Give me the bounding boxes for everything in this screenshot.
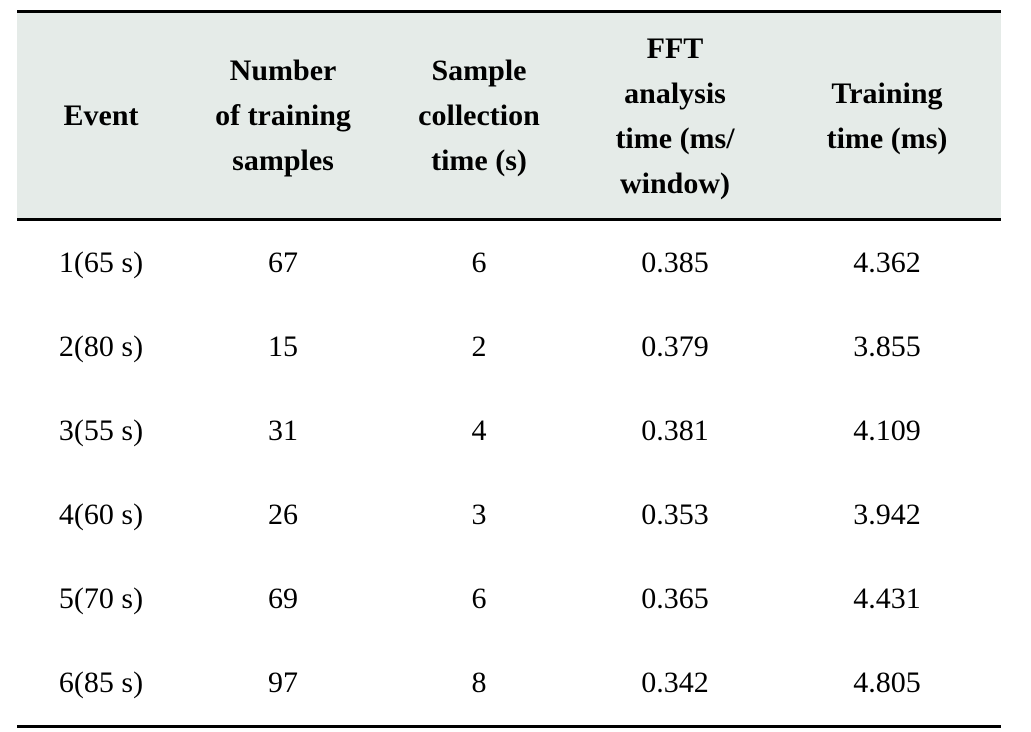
cell-collection-time: 8 — [381, 641, 577, 728]
cell-training-time: 4.805 — [773, 641, 1001, 728]
cell-training-time: 4.362 — [853, 246, 921, 279]
table-body: 1(65 s) 67 6 0.385 4.362 2(80 s) 15 2 0.… — [17, 220, 1001, 728]
cell-event: 6(85 s) — [17, 641, 185, 728]
cell-event: 1(65 s) — [58, 246, 144, 279]
cell-collection-time: 4 — [471, 414, 487, 447]
cell-event: 2(80 s) — [58, 330, 144, 363]
cell-training-time: 3.855 — [853, 330, 921, 363]
cell-training-time: 4.109 — [853, 414, 921, 447]
cell-fft-time: 0.342 — [577, 641, 773, 728]
header-fft-analysis-time: FFT analysis time (ms/ window) — [577, 10, 773, 221]
cell-collection-time: 6 — [471, 582, 487, 615]
cell-training-samples: 97 — [185, 641, 381, 728]
cell-training-time: 3.942 — [853, 498, 921, 531]
cell-fft-time: 0.385 — [641, 246, 709, 279]
cell-fft-time: 0.379 — [641, 330, 709, 363]
cell-training-samples: 31 — [268, 414, 298, 447]
header-row: Event Number of training samples Sample … — [17, 10, 1001, 221]
data-table: Event Number of training samples Sample … — [17, 10, 1001, 728]
cell-fft-time: 0.381 — [641, 414, 709, 447]
table-header: Event Number of training samples Sample … — [17, 10, 1001, 221]
table-row: 3(55 s) 31 4 0.381 4.109 — [17, 389, 1001, 473]
cell-training-samples: 69 — [268, 582, 298, 615]
cell-event: 3(55 s) — [58, 414, 144, 447]
table-row: 2(80 s) 15 2 0.379 3.855 — [17, 305, 1001, 389]
table-row: 4(60 s) 26 3 0.353 3.942 — [17, 473, 1001, 557]
header-number-of-training-samples: Number of training samples — [185, 10, 381, 221]
cell-event: 5(70 s) — [58, 582, 144, 615]
cell-collection-time: 2 — [471, 330, 487, 363]
data-table-container: Event Number of training samples Sample … — [17, 10, 1001, 728]
cell-fft-time: 0.353 — [641, 498, 709, 531]
cell-event: 4(60 s) — [58, 498, 144, 531]
table-row: 6(85 s) 97 8 0.342 4.805 — [17, 641, 1001, 728]
header-event: Event — [17, 10, 185, 221]
header-training-time: Training time (ms) — [773, 10, 1001, 221]
table-row: 5(70 s) 69 6 0.365 4.431 — [17, 557, 1001, 641]
table-row: 1(65 s) 67 6 0.385 4.362 — [17, 220, 1001, 306]
cell-collection-time: 6 — [471, 246, 487, 279]
cell-training-time: 4.431 — [853, 582, 921, 615]
cell-training-samples: 26 — [268, 498, 298, 531]
cell-training-samples: 15 — [268, 330, 298, 363]
cell-training-samples: 67 — [268, 246, 298, 279]
cell-fft-time: 0.365 — [641, 582, 709, 615]
cell-collection-time: 3 — [471, 498, 487, 531]
header-sample-collection-time: Sample collection time (s) — [381, 10, 577, 221]
